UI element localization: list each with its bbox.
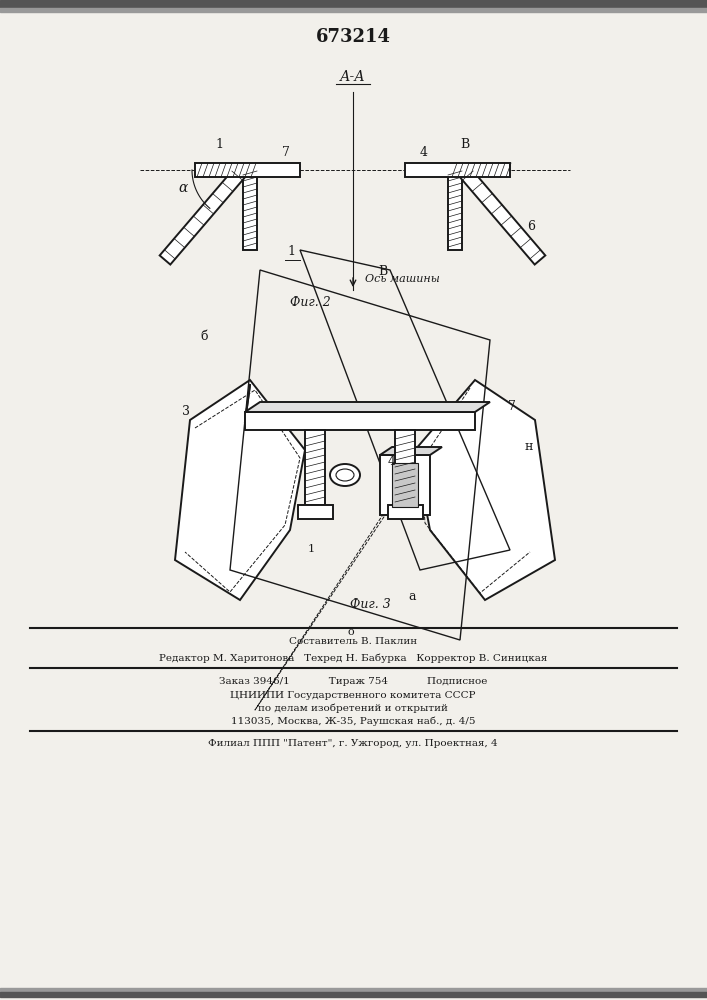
Text: а: а bbox=[408, 590, 416, 603]
Text: 1: 1 bbox=[308, 544, 315, 554]
Polygon shape bbox=[160, 165, 247, 265]
Polygon shape bbox=[457, 165, 545, 265]
Text: ЦНИИПИ Государственного комитета СССР: ЦНИИПИ Государственного комитета СССР bbox=[230, 690, 476, 700]
Text: α: α bbox=[178, 181, 187, 195]
Text: н: н bbox=[525, 440, 533, 453]
Text: 113035, Москва, Ж-35, Раушская наб., д. 4/5: 113035, Москва, Ж-35, Раушская наб., д. … bbox=[230, 716, 475, 726]
Bar bbox=[0, 8, 707, 12]
Bar bbox=[0, 992, 707, 997]
Text: 1: 1 bbox=[215, 138, 223, 151]
Bar bbox=[298, 505, 333, 519]
Text: Заказ 3946/1            Тираж 754            Подписное: Заказ 3946/1 Тираж 754 Подписное bbox=[218, 676, 487, 686]
Text: 6: 6 bbox=[527, 220, 535, 233]
Text: В: В bbox=[378, 265, 387, 278]
Ellipse shape bbox=[336, 469, 354, 481]
Text: 7: 7 bbox=[508, 400, 516, 413]
Text: Ось машины: Ось машины bbox=[365, 274, 440, 284]
Bar bbox=[0, 0, 707, 7]
Text: 4: 4 bbox=[420, 146, 428, 159]
Text: Фиг. 3: Фиг. 3 bbox=[350, 598, 390, 611]
Bar bbox=[395, 430, 415, 505]
Text: 673214: 673214 bbox=[315, 28, 390, 46]
Text: 1: 1 bbox=[287, 245, 295, 258]
Text: о: о bbox=[348, 627, 355, 637]
Bar bbox=[195, 163, 300, 177]
Text: Фиг. 2: Фиг. 2 bbox=[290, 296, 330, 308]
Polygon shape bbox=[415, 380, 555, 600]
Bar bbox=[388, 505, 423, 519]
Polygon shape bbox=[245, 402, 490, 412]
Polygon shape bbox=[175, 380, 305, 600]
Text: В: В bbox=[460, 138, 469, 151]
Text: 4: 4 bbox=[388, 455, 396, 468]
Bar bbox=[405, 163, 510, 177]
Text: 7: 7 bbox=[282, 146, 290, 159]
Bar bbox=[305, 430, 325, 505]
Text: 3: 3 bbox=[182, 405, 190, 418]
Text: Филиал ППП "Патент", г. Ужгород, ул. Проектная, 4: Филиал ППП "Патент", г. Ужгород, ул. Про… bbox=[208, 740, 498, 748]
Bar bbox=[380, 455, 430, 515]
Bar bbox=[448, 170, 462, 250]
Text: Составитель В. Паклин: Составитель В. Паклин bbox=[289, 638, 417, 647]
Bar bbox=[0, 988, 707, 992]
Text: б: б bbox=[200, 330, 207, 343]
Text: Редактор М. Харитонова   Техред Н. Бабурка   Корректор В. Синицкая: Редактор М. Харитонова Техред Н. Бабурка… bbox=[159, 653, 547, 663]
Polygon shape bbox=[380, 447, 442, 455]
Bar bbox=[392, 463, 418, 507]
Text: по делам изобретений и открытий: по делам изобретений и открытий bbox=[258, 703, 448, 713]
Bar bbox=[243, 170, 257, 250]
Bar bbox=[245, 412, 475, 430]
Text: А-А: А-А bbox=[340, 70, 366, 84]
Ellipse shape bbox=[330, 464, 360, 486]
